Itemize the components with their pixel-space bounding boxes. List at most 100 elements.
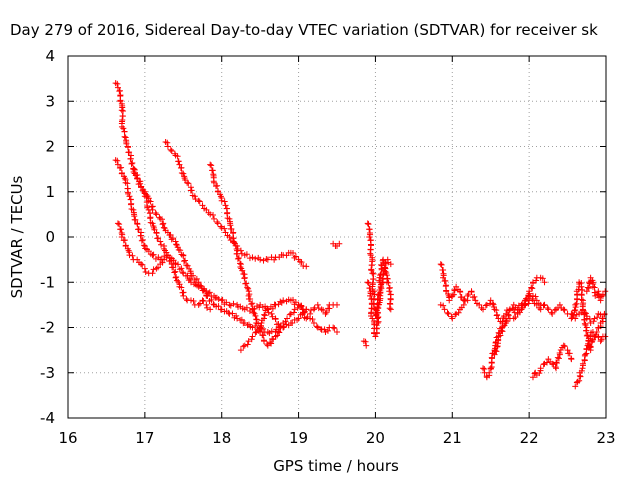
series-arc-19 — [572, 329, 609, 390]
data-point — [303, 263, 310, 270]
data-point — [215, 296, 222, 303]
data-point — [184, 179, 191, 186]
data-point — [290, 249, 297, 256]
data-point — [272, 301, 279, 308]
data-point — [211, 215, 218, 222]
x-tick-label: 23 — [596, 429, 615, 447]
data-point — [570, 312, 577, 319]
data-point — [529, 297, 536, 304]
data-point — [180, 292, 187, 299]
data-point — [233, 312, 240, 319]
data-point — [509, 305, 516, 312]
data-point — [560, 342, 567, 349]
data-point — [366, 234, 373, 240]
data-point — [249, 306, 256, 313]
data-point — [128, 200, 135, 207]
data-point — [438, 261, 445, 268]
data-point — [143, 193, 150, 200]
data-point — [537, 306, 544, 313]
data-point — [444, 309, 451, 316]
data-point — [150, 266, 157, 273]
data-point — [196, 198, 203, 205]
data-point — [590, 318, 597, 325]
y-tick-label: 2 — [45, 138, 55, 156]
data-point — [174, 153, 181, 160]
data-point — [523, 295, 530, 302]
data-point — [116, 87, 123, 94]
data-point — [114, 84, 121, 91]
data-point — [541, 279, 548, 286]
data-point — [578, 296, 585, 303]
data-point — [452, 311, 459, 318]
data-point — [268, 340, 275, 347]
data-point — [205, 290, 212, 297]
data-point — [315, 305, 322, 312]
data-point — [189, 272, 196, 279]
data-point — [442, 277, 449, 284]
data-point — [118, 164, 125, 171]
data-point — [142, 268, 149, 275]
data-point — [118, 234, 125, 240]
data-point — [437, 261, 444, 268]
data-point — [244, 284, 251, 291]
data-point — [121, 128, 128, 135]
data-point — [228, 225, 235, 232]
data-point — [129, 160, 136, 167]
data-point — [529, 374, 536, 381]
data-point — [571, 307, 578, 314]
data-point — [480, 365, 487, 372]
data-point — [153, 230, 160, 237]
data-point — [560, 306, 567, 313]
data-point — [159, 221, 166, 228]
data-point — [377, 284, 384, 291]
data-point — [157, 238, 164, 245]
data-point — [451, 287, 458, 294]
data-point — [367, 252, 374, 259]
data-point — [252, 255, 259, 262]
x-tick-label: 17 — [135, 429, 154, 447]
x-tick-label: 20 — [366, 429, 385, 447]
data-point — [545, 306, 552, 313]
series-arc-7 — [237, 301, 340, 354]
grid-lines — [68, 56, 606, 418]
data-point — [568, 356, 575, 363]
data-point — [599, 315, 606, 322]
data-point — [298, 302, 305, 309]
data-point — [557, 347, 564, 354]
data-point — [310, 319, 317, 326]
data-point — [211, 179, 218, 186]
data-point — [231, 239, 238, 246]
data-point — [147, 214, 154, 221]
data-point — [199, 297, 206, 304]
data-point — [244, 341, 251, 348]
data-point — [472, 297, 479, 304]
data-point — [245, 338, 252, 345]
data-point — [460, 301, 467, 308]
data-point — [334, 301, 340, 308]
data-point — [217, 223, 224, 230]
data-point — [219, 296, 226, 303]
data-point — [599, 291, 606, 298]
data-point — [198, 283, 205, 290]
data-point — [226, 215, 233, 222]
data-point — [218, 197, 225, 204]
data-point — [130, 206, 137, 213]
data-point — [493, 348, 500, 355]
data-point — [267, 339, 274, 346]
chart-title: Day 279 of 2016, Sidereal Day-to-day VTE… — [10, 21, 598, 39]
data-point — [134, 221, 141, 228]
data-point — [184, 272, 191, 279]
series-arc-4 — [130, 166, 214, 313]
data-point — [116, 221, 123, 228]
data-point — [264, 306, 271, 313]
y-tick-label: 4 — [45, 47, 55, 65]
data-point — [203, 301, 210, 308]
series-arc-20 — [583, 274, 609, 304]
data-point — [491, 351, 498, 358]
data-point — [268, 328, 275, 335]
data-point — [178, 164, 185, 171]
data-point — [190, 298, 197, 305]
data-point — [292, 253, 299, 260]
data-point — [555, 355, 562, 362]
data-point — [130, 166, 137, 173]
